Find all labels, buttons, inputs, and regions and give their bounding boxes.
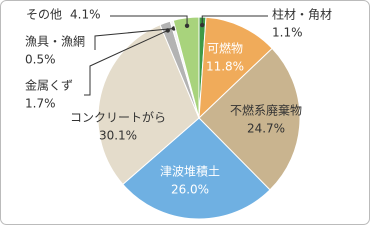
leader-dot: [200, 22, 205, 28]
leader-line: [94, 27, 174, 50]
pie-slice: [198, 47, 301, 191]
value-label: 4.1%: [70, 8, 101, 22]
pie-slice: [97, 24, 200, 186]
chart: 柱材・角材 1.1% 可燃物 11.8% 不燃系廃棄物 24.7% 津波堆積土 26.0% コン…: [0, 0, 370, 225]
page: 柱材・角材 1.1% 可燃物 11.8% 不燃系廃棄物 24.7% 津波堆積土 26.0% コン…: [0, 0, 370, 225]
leader-line: [84, 29, 168, 96]
value-label: 1.1%: [272, 26, 303, 40]
leader-line: [110, 15, 188, 26]
value-label: 11.8%: [206, 60, 244, 74]
slice-label: 不燃系廃棄物: [230, 103, 302, 118]
pie-slice: [122, 117, 271, 220]
pie-slice: [198, 16, 273, 120]
slice-label: 柱材・角材: [272, 7, 332, 22]
slice-label: その他: [26, 8, 62, 22]
slice-label: 漁具・漁網: [25, 35, 85, 49]
slice-label: 可燃物: [207, 41, 243, 56]
value-label: 30.1%: [99, 129, 137, 143]
slice-label: コンクリートがら: [70, 110, 166, 125]
leader-line: [201, 15, 268, 26]
slice-label: 金属くず: [25, 78, 73, 93]
pie-slice: [172, 16, 200, 119]
value-label: 0.5%: [25, 53, 56, 67]
value-label: 26.0%: [171, 183, 209, 197]
value-label: 1.7%: [25, 97, 56, 111]
leader-dot: [184, 23, 190, 28]
value-label: 24.7%: [247, 122, 285, 136]
slice-label: 津波堆積土: [160, 164, 220, 179]
